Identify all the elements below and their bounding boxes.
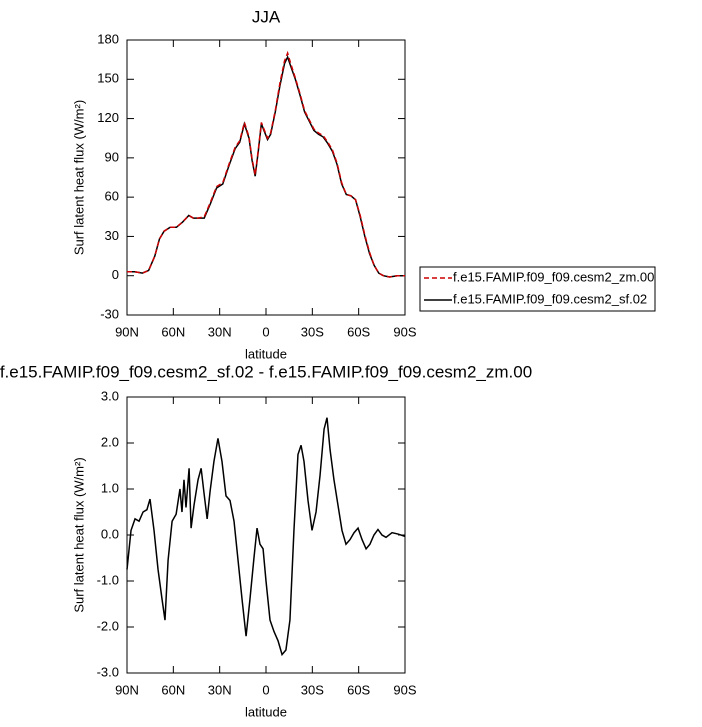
x-axis-label: latitude — [245, 704, 287, 719]
x-tick-label: 60N — [161, 682, 185, 697]
x-tick-label: 90S — [393, 682, 416, 697]
x-tick-label: 30N — [208, 324, 232, 339]
plot-frame — [126, 396, 406, 674]
legend-label: f.e15.FAMIP.f09_f09.cesm2_zm.00 — [453, 269, 654, 284]
data-line — [127, 55, 405, 278]
y-tick-label: 3.0 — [101, 388, 119, 403]
chart-title: JJA — [252, 7, 281, 26]
plot-frame — [126, 39, 406, 316]
x-axis-label: latitude — [245, 346, 287, 361]
y-tick-label: -30 — [100, 306, 119, 321]
legend-label: f.e15.FAMIP.f09_f09.cesm2_sf.02 — [453, 291, 647, 306]
legend-box — [419, 266, 656, 312]
y-tick-label: -1.0 — [97, 572, 119, 587]
y-tick-label: 30 — [105, 228, 119, 243]
x-tick-label: 90N — [115, 324, 139, 339]
y-tick-label: 60 — [105, 189, 119, 204]
data-line — [126, 417, 406, 657]
y-tick-label: -3.0 — [97, 664, 119, 679]
x-tick-label: 0 — [262, 682, 269, 697]
y-tick-label: 150 — [97, 71, 119, 86]
y-tick-label: 1.0 — [101, 480, 119, 495]
x-tick-label: 30S — [301, 324, 324, 339]
y-axis-label: Surf latent heat flux (W/m²) — [71, 100, 86, 255]
x-tick-label: 60S — [347, 682, 370, 697]
y-tick-label: 0 — [112, 267, 119, 282]
chart-title: f.e15.FAMIP.f09_f09.cesm2_sf.02 - f.e15.… — [0, 362, 532, 381]
y-tick-label: 90 — [105, 149, 119, 164]
y-tick-label: 2.0 — [101, 434, 119, 449]
y-tick-label: 180 — [97, 31, 119, 46]
x-tick-label: 30S — [301, 682, 324, 697]
y-tick-label: -2.0 — [97, 618, 119, 633]
x-tick-label: 90N — [115, 682, 139, 697]
data-line — [127, 50, 405, 278]
x-tick-label: 60N — [161, 324, 185, 339]
x-tick-label: 90S — [393, 324, 416, 339]
x-tick-label: 0 — [262, 324, 269, 339]
x-tick-label: 60S — [347, 324, 370, 339]
x-tick-label: 30N — [208, 682, 232, 697]
y-tick-label: 0.0 — [101, 526, 119, 541]
y-tick-label: 120 — [97, 110, 119, 125]
y-axis-label: Surf latent heat flux (W/m²) — [71, 457, 86, 612]
